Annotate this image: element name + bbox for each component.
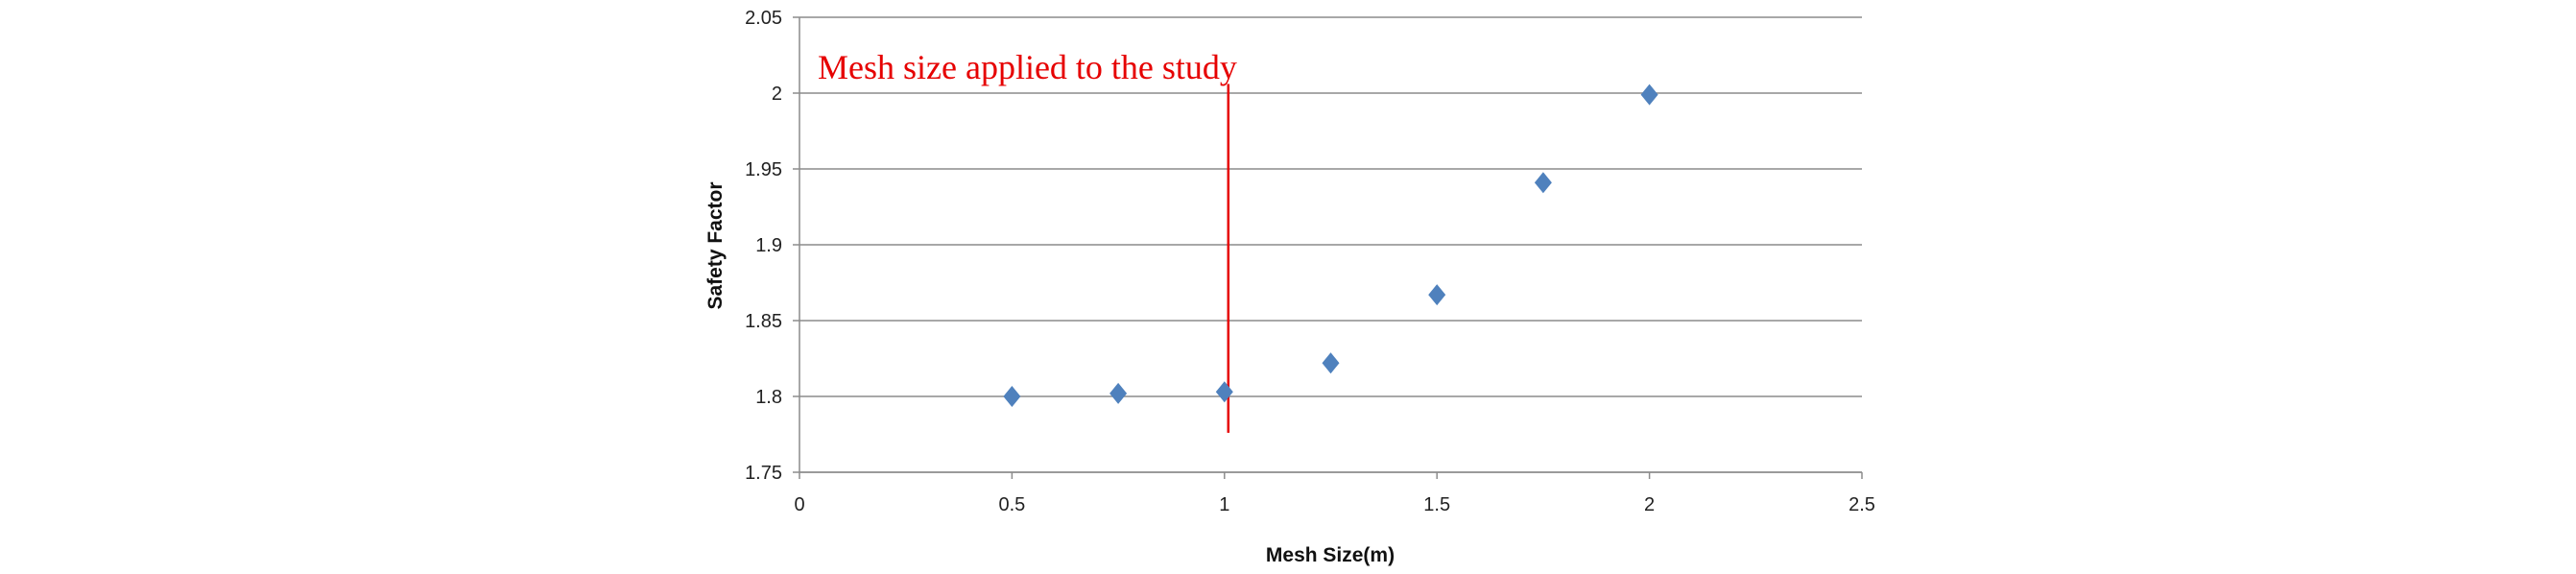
y-tick-label: 2.05 xyxy=(745,8,782,29)
data-point xyxy=(1109,382,1128,404)
data-point xyxy=(1215,381,1233,403)
x-tick-label: 2 xyxy=(1644,494,1655,515)
y-tick-labels: 1.75 1.8 1.85 1.9 1.95 2 2.05 xyxy=(745,8,782,484)
y-tick-label: 1.95 xyxy=(745,159,782,180)
y-tick-label: 1.9 xyxy=(755,235,782,256)
y-tick-label: 1.75 xyxy=(745,463,782,484)
data-point xyxy=(1534,172,1552,194)
x-tick-label: 2.5 xyxy=(1849,494,1875,515)
annotation: Mesh size applied to the study xyxy=(818,48,1237,433)
data-point xyxy=(1640,84,1658,106)
data-point xyxy=(1322,352,1340,374)
x-tick-label: 0.5 xyxy=(998,494,1025,515)
x-axis-title: Mesh Size(m) xyxy=(1266,544,1395,566)
x-tick-labels: 0 0.5 1 1.5 2 2.5 xyxy=(794,494,1874,515)
x-tick-label: 1 xyxy=(1219,494,1229,515)
x-tick-label: 1.5 xyxy=(1423,494,1450,515)
y-tick-label: 2 xyxy=(772,84,782,105)
x-tick-label: 0 xyxy=(794,494,804,515)
data-point xyxy=(1003,386,1021,407)
annotation-label: Mesh size applied to the study xyxy=(818,48,1237,86)
grid-lines xyxy=(793,16,1862,473)
data-point xyxy=(1428,284,1446,306)
y-axis-title: Safety Factor xyxy=(704,181,727,309)
axes xyxy=(799,17,1863,479)
y-tick-label: 1.85 xyxy=(745,311,782,332)
data-points xyxy=(1003,84,1658,407)
y-tick-label: 1.8 xyxy=(755,387,782,408)
